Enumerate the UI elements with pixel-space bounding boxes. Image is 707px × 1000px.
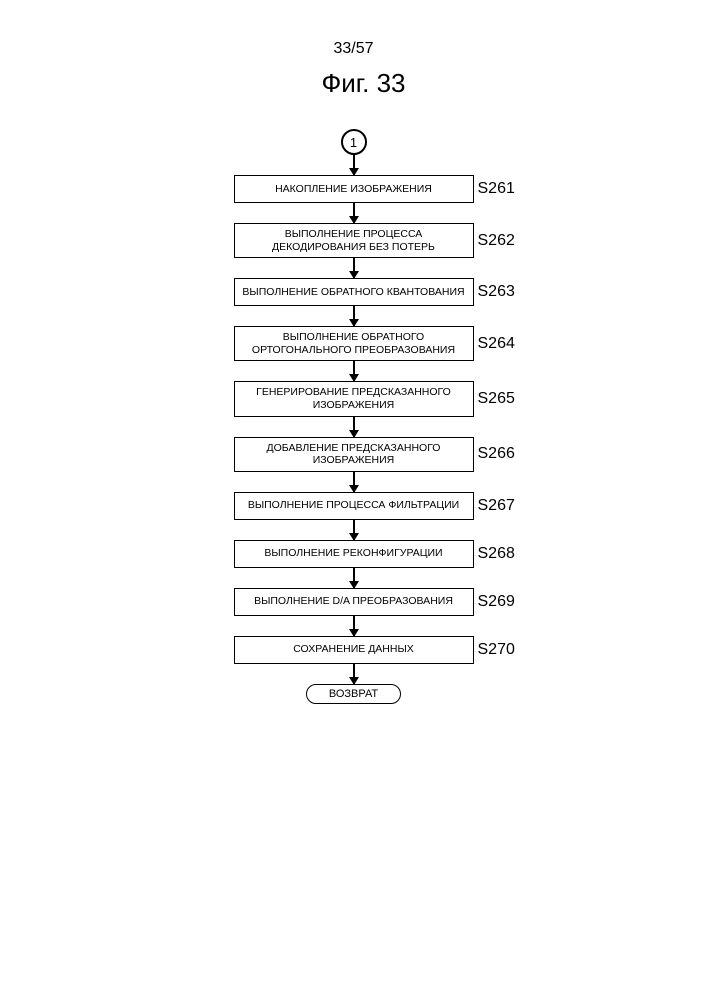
step-label: S261 (478, 180, 515, 198)
step-label: S265 (478, 390, 515, 408)
step-box: СОХРАНЕНИЕ ДАННЫХ (234, 636, 474, 664)
step-box: ДОБАВЛЕНИЕ ПРЕДСКАЗАННОГО ИЗОБРАЖЕНИЯ (234, 437, 474, 472)
step-box: ВЫПОЛНЕНИЕ ПРОЦЕССА ДЕКОДИРОВАНИЯ БЕЗ ПО… (234, 223, 474, 258)
arrow (353, 155, 355, 175)
step-row: ВЫПОЛНЕНИЕ РЕКОНФИГУРАЦИИ S268 (234, 540, 474, 568)
step-label: S268 (478, 545, 515, 563)
step-box: ВЫПОЛНЕНИЕ ПРОЦЕССА ФИЛЬТРАЦИИ (234, 492, 474, 520)
page-number: 33/57 (0, 40, 707, 58)
connector-circle: 1 (341, 129, 367, 155)
step-row: ВЫПОЛНЕНИЕ ПРОЦЕССА ФИЛЬТРАЦИИ S267 (234, 492, 474, 520)
arrow (353, 568, 355, 588)
arrow (353, 203, 355, 223)
step-label: S270 (478, 641, 515, 659)
step-row: СОХРАНЕНИЕ ДАННЫХ S270 (234, 636, 474, 664)
step-row: ВЫПОЛНЕНИЕ ОБРАТНОГО КВАНТОВАНИЯ S263 (234, 278, 474, 306)
step-row: ДОБАВЛЕНИЕ ПРЕДСКАЗАННОГО ИЗОБРАЖЕНИЯ S2… (234, 437, 474, 472)
step-label: S262 (478, 232, 515, 250)
arrow (353, 417, 355, 437)
step-label: S264 (478, 335, 515, 353)
step-box: ГЕНЕРИРОВАНИЕ ПРЕДСКАЗАННОГО ИЗОБРАЖЕНИЯ (234, 381, 474, 416)
step-box: НАКОПЛЕНИЕ ИЗОБРАЖЕНИЯ (234, 175, 474, 203)
step-label: S266 (478, 445, 515, 463)
page: 33/57 Фиг. 33 1 НАКОПЛЕНИЕ ИЗОБРАЖЕНИЯ S… (0, 0, 707, 1000)
step-label: S269 (478, 593, 515, 611)
step-row: ВЫПОЛНЕНИЕ D/A ПРЕОБРАЗОВАНИЯ S269 (234, 588, 474, 616)
arrow (353, 520, 355, 540)
arrow (353, 306, 355, 326)
connector-label: 1 (350, 135, 357, 150)
step-box: ВЫПОЛНЕНИЕ D/A ПРЕОБРАЗОВАНИЯ (234, 588, 474, 616)
arrow (353, 664, 355, 684)
arrow (353, 616, 355, 636)
arrow (353, 361, 355, 381)
step-row: НАКОПЛЕНИЕ ИЗОБРАЖЕНИЯ S261 (234, 175, 474, 203)
step-row: ВЫПОЛНЕНИЕ ПРОЦЕССА ДЕКОДИРОВАНИЯ БЕЗ ПО… (234, 223, 474, 258)
terminal-return: ВОЗВРАТ (306, 684, 401, 704)
step-box: ВЫПОЛНЕНИЕ ОБРАТНОГО ОРТОГОНАЛЬНОГО ПРЕО… (234, 326, 474, 361)
figure-title: Фиг. 33 (0, 68, 707, 99)
step-label: S263 (478, 283, 515, 301)
flowchart: 1 НАКОПЛЕНИЕ ИЗОБРАЖЕНИЯ S261 ВЫПОЛНЕНИЕ… (0, 129, 707, 704)
arrow (353, 258, 355, 278)
step-label: S267 (478, 497, 515, 515)
arrow (353, 472, 355, 492)
step-row: ГЕНЕРИРОВАНИЕ ПРЕДСКАЗАННОГО ИЗОБРАЖЕНИЯ… (234, 381, 474, 416)
step-row: ВЫПОЛНЕНИЕ ОБРАТНОГО ОРТОГОНАЛЬНОГО ПРЕО… (234, 326, 474, 361)
step-box: ВЫПОЛНЕНИЕ ОБРАТНОГО КВАНТОВАНИЯ (234, 278, 474, 306)
step-box: ВЫПОЛНЕНИЕ РЕКОНФИГУРАЦИИ (234, 540, 474, 568)
